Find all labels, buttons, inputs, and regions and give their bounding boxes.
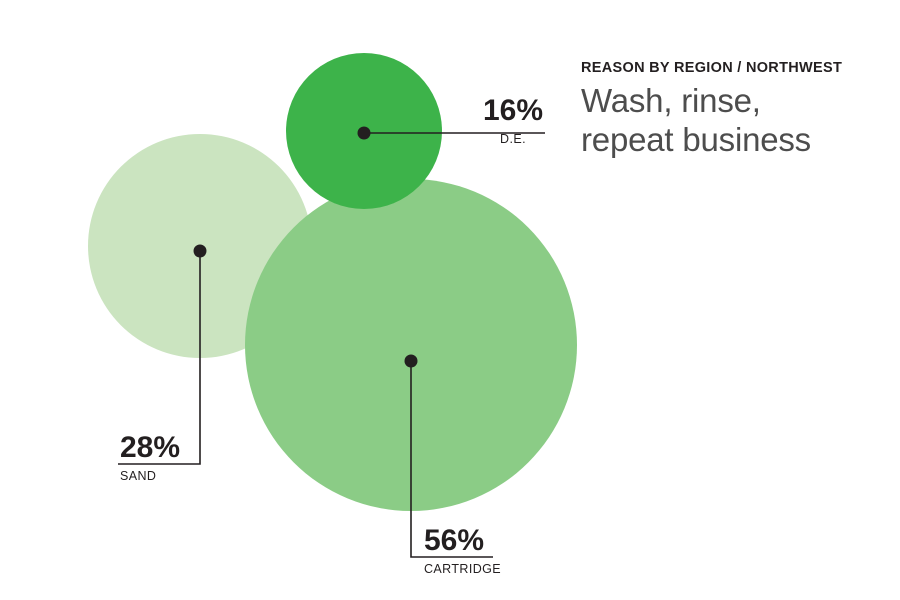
callout-sand: 28% SAND bbox=[120, 433, 210, 483]
callout-sand-percent: 28% bbox=[120, 431, 181, 464]
callout-de: 16% D.E. bbox=[481, 96, 545, 146]
callout-sand-category: SAND bbox=[120, 469, 157, 483]
headline-line-2: repeat business bbox=[581, 120, 811, 158]
leader-dot-cartridge bbox=[404, 354, 418, 368]
page-title: Wash, rinse, repeat business bbox=[581, 82, 891, 159]
leader-cartridge bbox=[404, 354, 493, 558]
callout-cartridge-percent: 56% bbox=[424, 524, 485, 557]
leader-dot-sand bbox=[193, 244, 207, 258]
headline-line-1: Wash, rinse, bbox=[581, 82, 761, 119]
callout-de-category: D.E. bbox=[500, 132, 526, 146]
eyebrow-label: REASON BY REGION / NORTHWEST bbox=[581, 60, 843, 76]
leader-sand bbox=[118, 244, 207, 465]
circle-group bbox=[88, 53, 577, 511]
leader-de bbox=[357, 126, 545, 140]
callout-de-percent: 16% bbox=[482, 94, 544, 127]
callout-cartridge: 56% CARTRIDGE bbox=[424, 526, 534, 576]
header-block: REASON BY REGION / NORTHWEST Wash, rinse… bbox=[581, 60, 891, 159]
callout-cartridge-category: CARTRIDGE bbox=[424, 562, 501, 576]
leader-dot-de bbox=[357, 126, 371, 140]
circle-cartridge bbox=[245, 179, 577, 511]
